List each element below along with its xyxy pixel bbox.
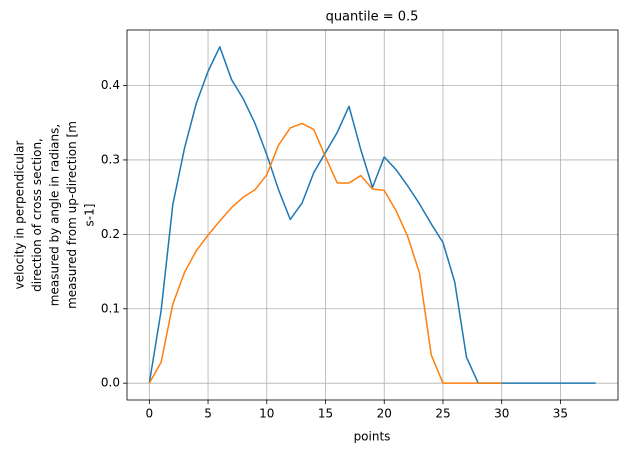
y-axis-label-line: measured from up-direction [m bbox=[65, 121, 79, 309]
x-tick-label: 5 bbox=[204, 407, 212, 421]
y-axis-label-line: direction of cross section, bbox=[30, 138, 44, 292]
y-axis-label: velocity in perpendicular direction of cr… bbox=[13, 121, 97, 309]
x-tick-label: 25 bbox=[435, 407, 450, 421]
x-tick-label: 10 bbox=[259, 407, 274, 421]
y-tick-label: 0.3 bbox=[101, 152, 120, 166]
plot-frame bbox=[126, 29, 619, 401]
x-tick-label: 15 bbox=[318, 407, 333, 421]
y-axis-label-line: velocity in perpendicular bbox=[13, 141, 27, 290]
y-tick-label: 0.1 bbox=[101, 301, 120, 315]
x-axis-label: points bbox=[354, 430, 391, 444]
y-axis-label-line: measured by angle in radians, bbox=[48, 124, 62, 306]
series-line bbox=[148, 122, 502, 384]
x-tick-label: 35 bbox=[553, 407, 568, 421]
x-tick-label: 30 bbox=[494, 407, 509, 421]
x-tick-label: 20 bbox=[377, 407, 392, 421]
chart-title: quantile = 0.5 bbox=[326, 10, 419, 25]
y-axis-label-line: s-1] bbox=[83, 204, 97, 227]
series-line bbox=[148, 46, 596, 384]
x-tick-label: 0 bbox=[145, 407, 153, 421]
y-tick-label: 0.0 bbox=[101, 376, 120, 390]
y-tick-label: 0.2 bbox=[101, 227, 120, 241]
y-tick-label: 0.4 bbox=[101, 78, 120, 92]
